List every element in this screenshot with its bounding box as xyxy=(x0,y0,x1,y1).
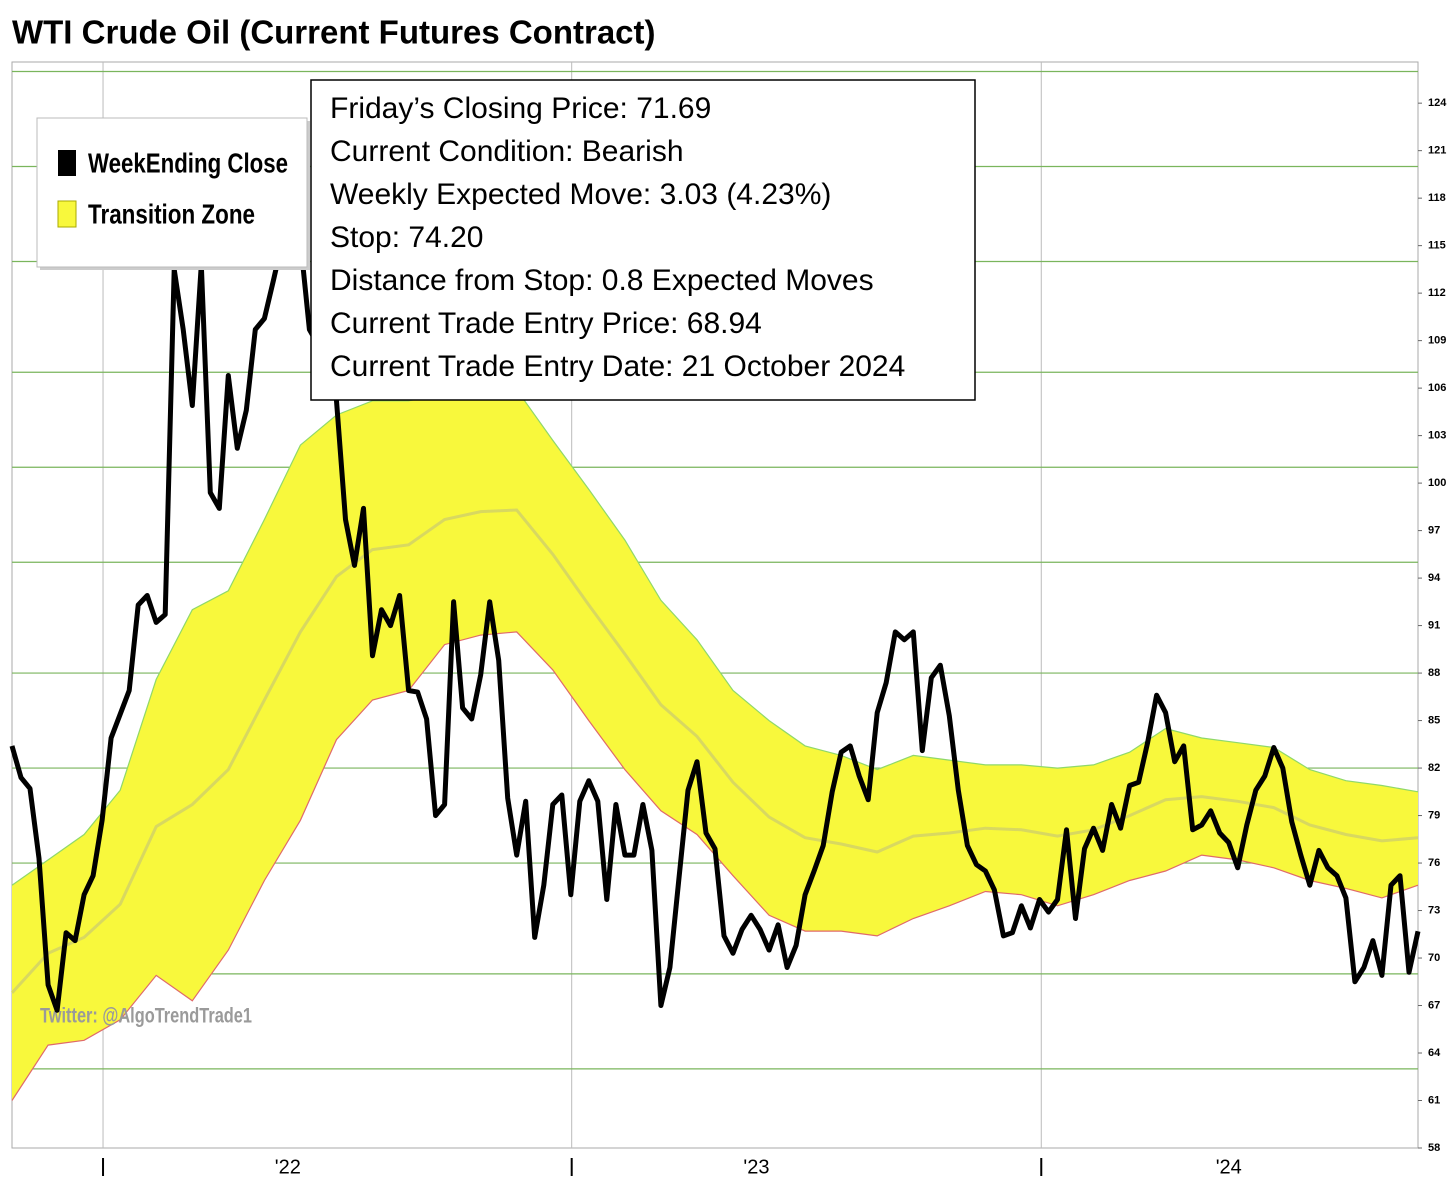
info-line: Current Condition: Bearish xyxy=(330,135,684,168)
y-tick-label: 85 xyxy=(1428,714,1440,726)
info-line: Stop: 74.20 xyxy=(330,221,483,254)
y-tick-label: 121 xyxy=(1428,145,1446,157)
price-line xyxy=(9,197,1421,1013)
legend-label: Transition Zone xyxy=(88,198,255,229)
y-tick-label: 67 xyxy=(1428,999,1440,1011)
x-tick-label: '23 xyxy=(743,1156,769,1178)
legend xyxy=(36,117,308,268)
y-tick-label: 118 xyxy=(1428,192,1446,204)
watermark: Twitter: @AlgoTrendTrade1 xyxy=(40,1005,252,1028)
y-tick-label: 82 xyxy=(1428,762,1440,774)
zone-mid xyxy=(10,508,1419,994)
info-line: Current Trade Entry Date: 21 October 202… xyxy=(330,350,905,383)
y-tick-label: 124 xyxy=(1428,97,1447,109)
plot-frame xyxy=(11,61,1419,1149)
y-tick-label: 94 xyxy=(1428,572,1441,584)
legend-swatch xyxy=(57,200,77,228)
y-tick-label: 109 xyxy=(1428,335,1446,347)
y-tick-label: 91 xyxy=(1428,619,1440,631)
y-tick-label: 79 xyxy=(1428,809,1440,821)
info-line: Current Trade Entry Price: 68.94 xyxy=(330,307,762,340)
info-line: Friday’s Closing Price: 71.69 xyxy=(330,92,711,125)
zone-fill xyxy=(12,389,1418,1101)
y-tick-label: 106 xyxy=(1428,382,1446,394)
y-tick-label: 73 xyxy=(1428,904,1440,916)
y-tick-label: 76 xyxy=(1428,857,1440,869)
y-tick-label: 100 xyxy=(1428,477,1446,489)
chart-title: WTI Crude Oil (Current Futures Contract) xyxy=(12,14,656,51)
info-line: Weekly Expected Move: 3.03 (4.23%) xyxy=(330,178,831,211)
legend-swatch xyxy=(58,150,76,176)
y-tick-label: 88 xyxy=(1428,667,1440,679)
y-tick-label: 115 xyxy=(1428,240,1446,252)
x-tick-label: '22 xyxy=(275,1156,301,1178)
y-tick-label: 70 xyxy=(1428,952,1440,964)
info-box xyxy=(310,79,976,401)
y-tick-label: 61 xyxy=(1428,1094,1440,1106)
x-tick-label: '24 xyxy=(1216,1156,1242,1178)
y-tick-label: 97 xyxy=(1428,525,1440,537)
legend-label: WeekEnding Close xyxy=(88,147,288,178)
y-tick-label: 112 xyxy=(1428,287,1446,299)
zone-upper xyxy=(11,389,1419,886)
info-line: Distance from Stop: 0.8 Expected Moves xyxy=(330,264,874,297)
y-tick-label: 64 xyxy=(1428,1047,1441,1059)
y-tick-label: 58 xyxy=(1428,1142,1440,1154)
y-tick-label: 103 xyxy=(1428,430,1446,442)
